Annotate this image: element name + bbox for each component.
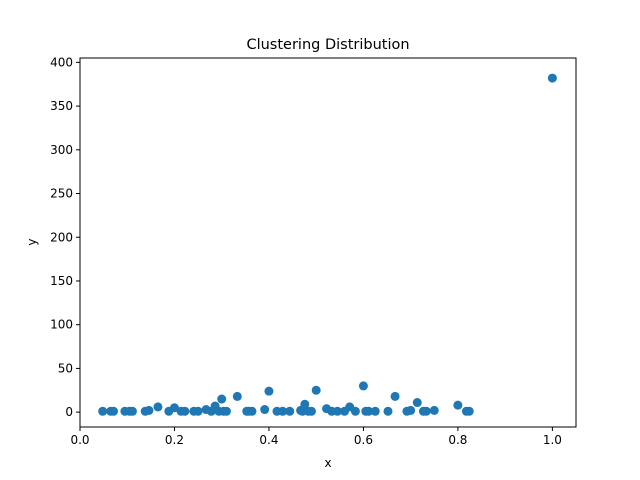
data-point — [406, 405, 416, 415]
data-point — [390, 391, 400, 401]
x-tick-label: 0.0 — [70, 433, 89, 447]
data-point — [98, 406, 108, 416]
x-tick-label: 0.2 — [165, 433, 184, 447]
data-point — [429, 405, 439, 415]
y-tick-label: 250 — [50, 187, 73, 201]
y-tick-label: 350 — [50, 99, 73, 113]
data-point — [153, 402, 163, 412]
y-tick-label: 50 — [58, 361, 73, 375]
data-point — [364, 406, 374, 416]
data-point — [221, 406, 231, 416]
data-point — [412, 398, 422, 408]
data-point — [306, 406, 316, 416]
data-point — [260, 405, 270, 415]
data-point — [193, 406, 203, 416]
y-tick-label: 300 — [50, 143, 73, 157]
x-tick-label: 0.6 — [354, 433, 373, 447]
x-tick-label: 0.4 — [259, 433, 278, 447]
y-tick-label: 200 — [50, 230, 73, 244]
data-point — [169, 403, 179, 413]
data-point — [311, 385, 321, 395]
data-point — [109, 406, 119, 416]
x-tick-label: 0.8 — [448, 433, 467, 447]
y-tick-label: 0 — [65, 405, 73, 419]
x-axis: 0.0 0.2 0.4 0.6 0.8 1.0 — [70, 427, 562, 447]
data-point — [247, 406, 257, 416]
y-axis: 0 50 100 150 200 250 300 350 400 — [50, 55, 80, 419]
data-point — [358, 381, 368, 391]
data-point — [453, 400, 463, 410]
points-layer — [98, 73, 557, 416]
chart-title: Clustering Distribution — [246, 37, 409, 53]
data-point — [232, 391, 242, 401]
data-point — [278, 406, 288, 416]
y-tick-label: 400 — [50, 55, 73, 69]
x-tick-label: 1.0 — [543, 433, 562, 447]
y-tick-label: 150 — [50, 274, 73, 288]
data-point — [547, 73, 557, 83]
x-axis-label: x — [324, 456, 331, 470]
y-tick-label: 100 — [50, 318, 73, 332]
data-point — [217, 394, 227, 404]
plot-frame — [79, 57, 577, 428]
data-point — [464, 406, 474, 416]
data-point — [300, 399, 310, 409]
data-point — [350, 406, 360, 416]
data-point — [285, 406, 295, 416]
data-point — [421, 406, 431, 416]
data-point — [332, 406, 342, 416]
data-point — [370, 406, 380, 416]
data-point — [264, 386, 274, 396]
data-point — [180, 406, 190, 416]
data-point — [127, 406, 137, 416]
y-axis-label: y — [25, 238, 39, 245]
data-point — [383, 406, 393, 416]
data-point — [144, 405, 154, 415]
